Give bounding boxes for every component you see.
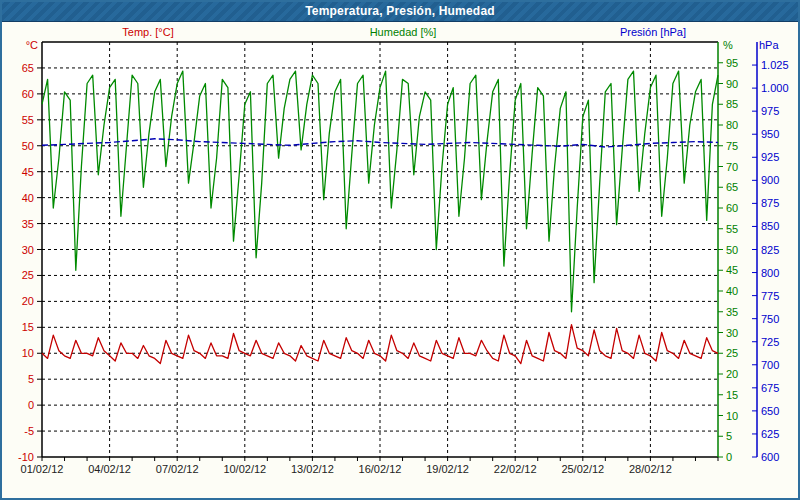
- temp-axis-unit: °C: [14, 39, 38, 51]
- svg-text:675: 675: [761, 382, 779, 394]
- svg-text:800: 800: [761, 267, 779, 279]
- svg-text:25: 25: [22, 269, 34, 281]
- weather-chart-window: Temperatura, Presión, Humedad Temp. [°C]…: [0, 0, 800, 500]
- legend-humidity-label: Humedad [%]: [370, 26, 437, 38]
- svg-text:55: 55: [22, 114, 34, 126]
- humidity-axis-unit: %: [723, 39, 733, 51]
- svg-text:45: 45: [726, 264, 738, 276]
- svg-text:07/02/12: 07/02/12: [156, 463, 199, 475]
- svg-text:50: 50: [22, 140, 34, 152]
- svg-text:16/02/12: 16/02/12: [359, 463, 402, 475]
- svg-text:775: 775: [761, 290, 779, 302]
- svg-text:04/02/12: 04/02/12: [88, 463, 131, 475]
- window-title: Temperatura, Presión, Humedad: [305, 4, 495, 18]
- svg-text:5: 5: [726, 430, 732, 442]
- svg-text:85: 85: [726, 98, 738, 110]
- svg-text:650: 650: [761, 405, 779, 417]
- svg-text:0: 0: [726, 451, 732, 463]
- svg-text:80: 80: [726, 119, 738, 131]
- svg-text:95: 95: [726, 57, 738, 69]
- svg-text:1.000: 1.000: [761, 82, 789, 94]
- svg-text:30: 30: [726, 327, 738, 339]
- svg-text:15: 15: [22, 321, 34, 333]
- svg-text:65: 65: [726, 181, 738, 193]
- svg-text:15: 15: [726, 389, 738, 401]
- svg-text:40: 40: [726, 285, 738, 297]
- svg-text:28/02/12: 28/02/12: [629, 463, 672, 475]
- svg-text:600: 600: [761, 451, 779, 463]
- svg-text:60: 60: [22, 88, 34, 100]
- svg-text:925: 925: [761, 151, 779, 163]
- svg-text:0: 0: [28, 399, 34, 411]
- svg-text:19/02/12: 19/02/12: [426, 463, 469, 475]
- svg-text:20: 20: [726, 368, 738, 380]
- svg-text:700: 700: [761, 359, 779, 371]
- svg-text:10: 10: [726, 410, 738, 422]
- svg-text:10/02/12: 10/02/12: [223, 463, 266, 475]
- svg-text:50: 50: [726, 244, 738, 256]
- pressure-axis-unit: hPa: [759, 39, 779, 51]
- svg-text:40: 40: [22, 192, 34, 204]
- svg-text:875: 875: [761, 197, 779, 209]
- svg-text:20: 20: [22, 295, 34, 307]
- svg-text:-5: -5: [24, 425, 34, 437]
- svg-text:25/02/12: 25/02/12: [561, 463, 604, 475]
- svg-text:950: 950: [761, 128, 779, 140]
- legend-temp-label: Temp. [°C]: [122, 26, 173, 38]
- svg-text:22/02/12: 22/02/12: [494, 463, 537, 475]
- svg-text:60: 60: [726, 202, 738, 214]
- svg-text:70: 70: [726, 161, 738, 173]
- svg-text:45: 45: [22, 166, 34, 178]
- svg-text:10: 10: [22, 347, 34, 359]
- svg-text:35: 35: [726, 306, 738, 318]
- svg-text:65: 65: [22, 62, 34, 74]
- svg-text:850: 850: [761, 220, 779, 232]
- svg-text:75: 75: [726, 140, 738, 152]
- svg-text:35: 35: [22, 218, 34, 230]
- svg-text:750: 750: [761, 313, 779, 325]
- chart-plot-area: -10-505101520253035404550556065051015202…: [0, 0, 800, 500]
- svg-text:975: 975: [761, 105, 779, 117]
- svg-text:90: 90: [726, 78, 738, 90]
- title-bar[interactable]: Temperatura, Presión, Humedad: [0, 0, 800, 22]
- svg-text:900: 900: [761, 174, 779, 186]
- svg-text:1.025: 1.025: [761, 59, 789, 71]
- svg-text:625: 625: [761, 428, 779, 440]
- svg-text:30: 30: [22, 244, 34, 256]
- svg-text:55: 55: [726, 223, 738, 235]
- svg-text:5: 5: [28, 373, 34, 385]
- legend-pressure-label: Presión [hPa]: [620, 26, 686, 38]
- svg-text:825: 825: [761, 244, 779, 256]
- svg-text:25: 25: [726, 347, 738, 359]
- svg-text:13/02/12: 13/02/12: [291, 463, 334, 475]
- svg-text:-10: -10: [18, 451, 34, 463]
- svg-text:01/02/12: 01/02/12: [21, 463, 64, 475]
- svg-text:725: 725: [761, 336, 779, 348]
